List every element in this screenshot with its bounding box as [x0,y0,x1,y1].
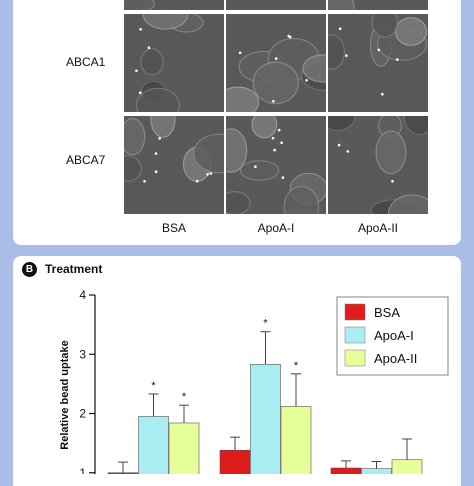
bar-apoa-ii-group2 [392,460,422,474]
y-tick-label: 3 [79,347,86,361]
bar-apoa-i-group0 [139,416,169,474]
legend-label-apoa-ii: ApoA-II [374,351,417,366]
significance-star: * [151,380,156,392]
y-tick-label: 2 [79,407,86,421]
bar-chart: 1 2 3 4 Relative bead uptake * * * * BSA ApoA-I Apo… [0,0,474,474]
significance-star: * [182,391,187,403]
significance-star: * [294,360,299,372]
bar-apoa-ii-group0 [169,423,199,474]
legend-swatch-bsa [345,304,365,320]
y-tick-label: 1 [79,466,86,474]
legend-label-apoa-i: ApoA-I [374,328,414,343]
significance-star: * [263,318,268,330]
y-axis-label: Relative bead uptake [59,340,71,449]
legend-swatch-apoa-i [345,327,365,343]
bar-bsa-group1 [220,450,250,474]
legend-label-bsa: BSA [374,305,400,320]
y-tick-label: 4 [79,288,86,302]
bar-apoa-i-group1 [251,364,281,474]
bar-apoa-i-group2 [362,469,392,474]
bar-apoa-ii-group1 [281,406,311,474]
legend-swatch-apoa-ii [345,350,365,366]
bar-bsa-group2 [331,468,361,474]
